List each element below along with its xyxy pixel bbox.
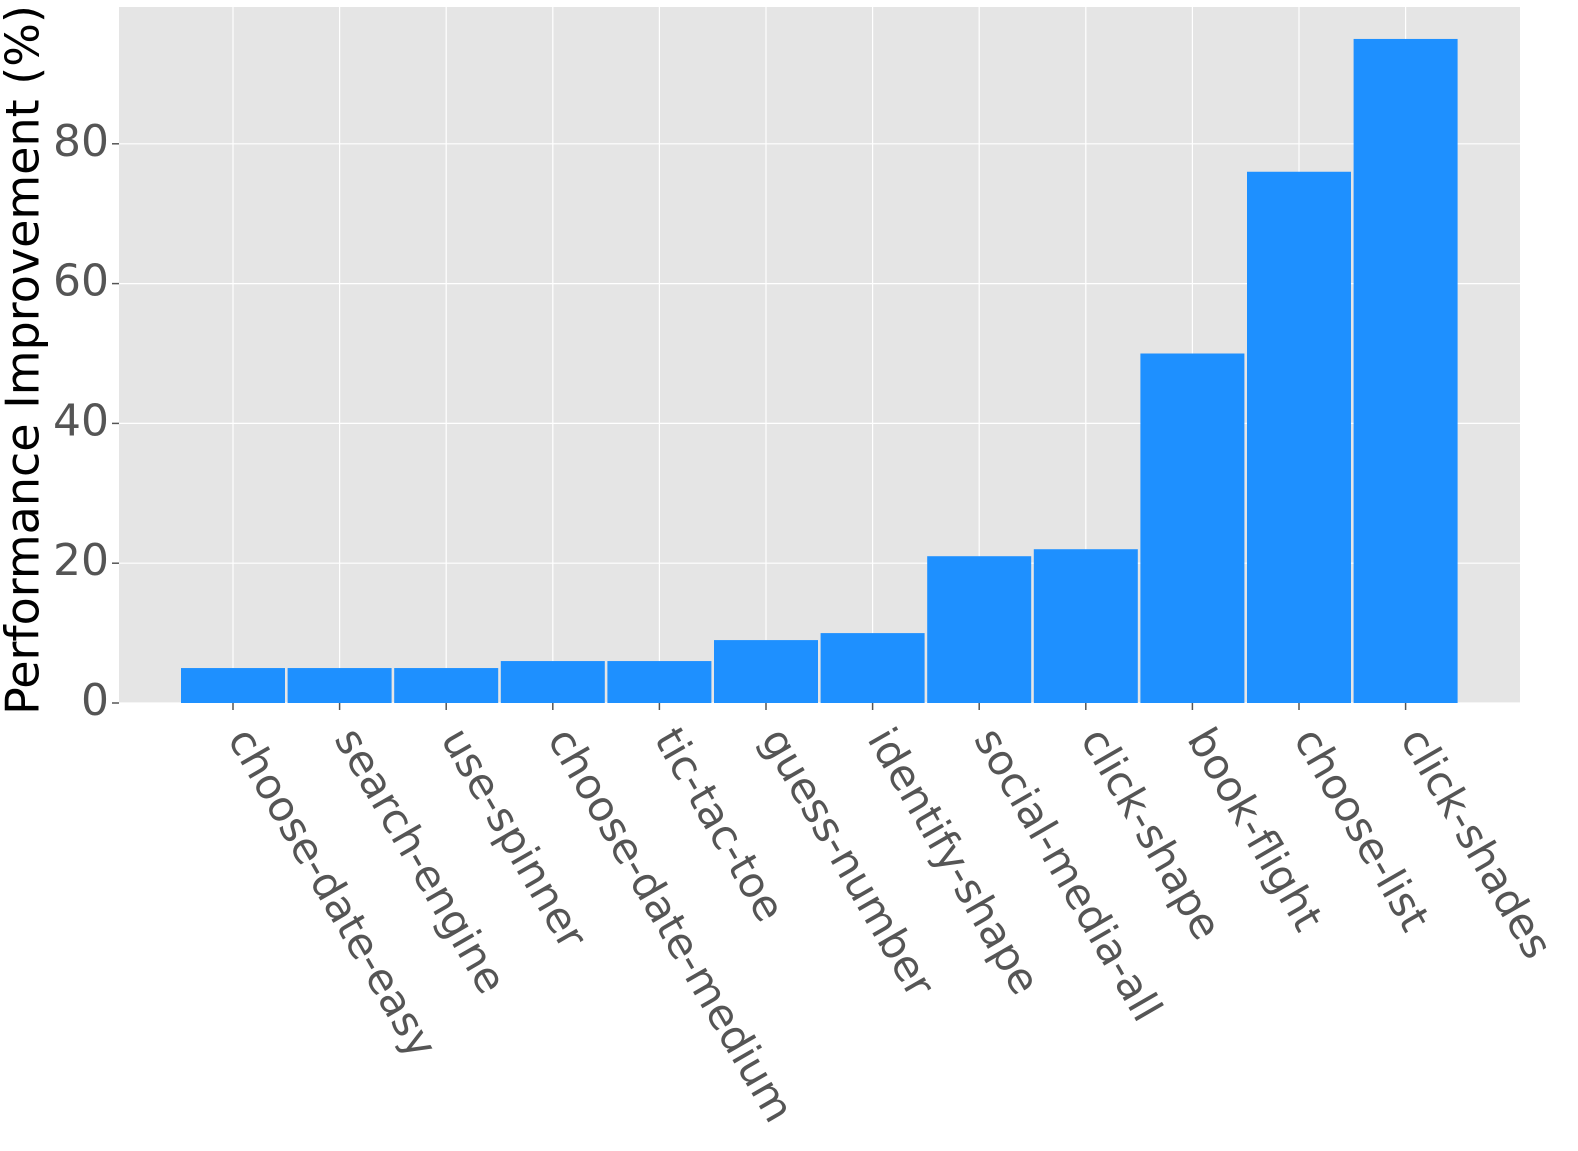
bars <box>181 38 1458 703</box>
bar-use-spinner <box>394 668 499 703</box>
bar-search-engine <box>287 668 392 703</box>
y-tick-label: 60 <box>53 256 109 307</box>
bar-click-shades <box>1353 38 1458 703</box>
bar-identify-shape <box>820 633 925 703</box>
bar-social-media-all <box>927 556 1032 703</box>
bar-choose-date-easy <box>181 668 285 703</box>
y-tick-label: 20 <box>53 535 109 586</box>
y-tick-label: 0 <box>81 675 109 726</box>
x-axis-ticks: choose-date-easysearch-engineuse-spinner… <box>218 703 1562 1130</box>
bar-choose-list <box>1247 171 1351 703</box>
y-axis-ticks: 0 20 40 60 80 <box>53 116 119 726</box>
bar-choose-date-medium <box>500 661 605 703</box>
bar-book-flight <box>1140 353 1245 703</box>
bar-click-shape <box>1033 549 1138 703</box>
y-tick-label: 80 <box>53 116 109 167</box>
y-tick-label: 40 <box>53 395 109 446</box>
bar-tic-tac-toe <box>607 661 712 703</box>
y-axis-title: Performance Improvement (%) <box>0 5 50 715</box>
x-tick-label: click-shades <box>1391 719 1562 967</box>
bar-guess-number <box>714 640 818 703</box>
